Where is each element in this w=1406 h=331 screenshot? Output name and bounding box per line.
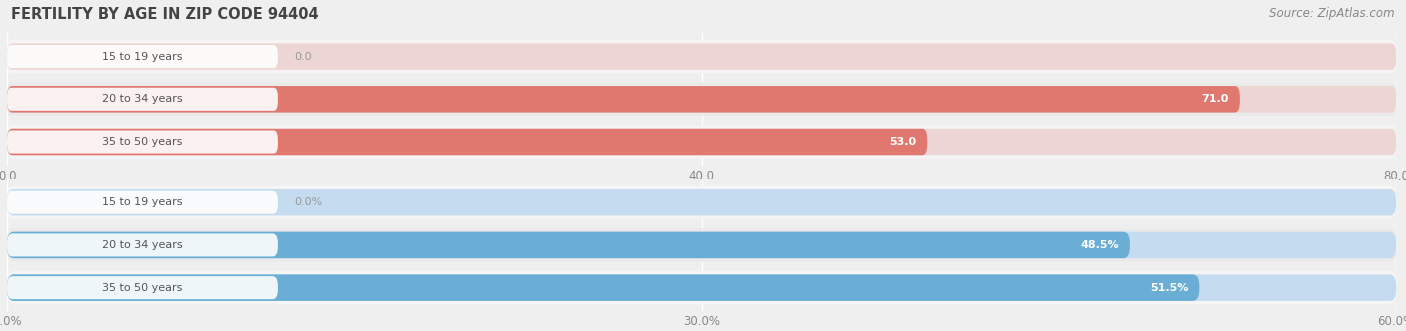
Text: 71.0: 71.0 <box>1201 94 1229 104</box>
Text: Source: ZipAtlas.com: Source: ZipAtlas.com <box>1270 7 1395 20</box>
FancyBboxPatch shape <box>7 276 278 299</box>
Text: 0.0%: 0.0% <box>295 197 323 207</box>
Text: 48.5%: 48.5% <box>1080 240 1119 250</box>
FancyBboxPatch shape <box>7 43 1396 70</box>
FancyBboxPatch shape <box>7 233 278 257</box>
FancyBboxPatch shape <box>7 271 1396 304</box>
FancyBboxPatch shape <box>7 232 1396 258</box>
Text: 53.0: 53.0 <box>889 137 917 147</box>
Text: 35 to 50 years: 35 to 50 years <box>103 283 183 293</box>
FancyBboxPatch shape <box>7 129 1396 155</box>
FancyBboxPatch shape <box>7 129 928 155</box>
FancyBboxPatch shape <box>7 232 1130 258</box>
Text: 20 to 34 years: 20 to 34 years <box>103 94 183 104</box>
Text: 15 to 19 years: 15 to 19 years <box>103 52 183 62</box>
Text: 15 to 19 years: 15 to 19 years <box>103 197 183 207</box>
FancyBboxPatch shape <box>7 189 1396 215</box>
FancyBboxPatch shape <box>7 86 1396 113</box>
Text: FERTILITY BY AGE IN ZIP CODE 94404: FERTILITY BY AGE IN ZIP CODE 94404 <box>11 7 319 22</box>
Text: 0.0: 0.0 <box>295 52 312 62</box>
FancyBboxPatch shape <box>7 86 1240 113</box>
FancyBboxPatch shape <box>7 45 278 68</box>
FancyBboxPatch shape <box>7 274 1199 301</box>
FancyBboxPatch shape <box>7 83 1396 116</box>
FancyBboxPatch shape <box>7 130 278 154</box>
FancyBboxPatch shape <box>7 274 1396 301</box>
FancyBboxPatch shape <box>7 40 1396 73</box>
FancyBboxPatch shape <box>7 88 278 111</box>
Text: 20 to 34 years: 20 to 34 years <box>103 240 183 250</box>
FancyBboxPatch shape <box>7 191 278 214</box>
Text: 35 to 50 years: 35 to 50 years <box>103 137 183 147</box>
FancyBboxPatch shape <box>7 186 1396 219</box>
FancyBboxPatch shape <box>7 228 1396 261</box>
FancyBboxPatch shape <box>7 125 1396 159</box>
Text: 51.5%: 51.5% <box>1150 283 1188 293</box>
